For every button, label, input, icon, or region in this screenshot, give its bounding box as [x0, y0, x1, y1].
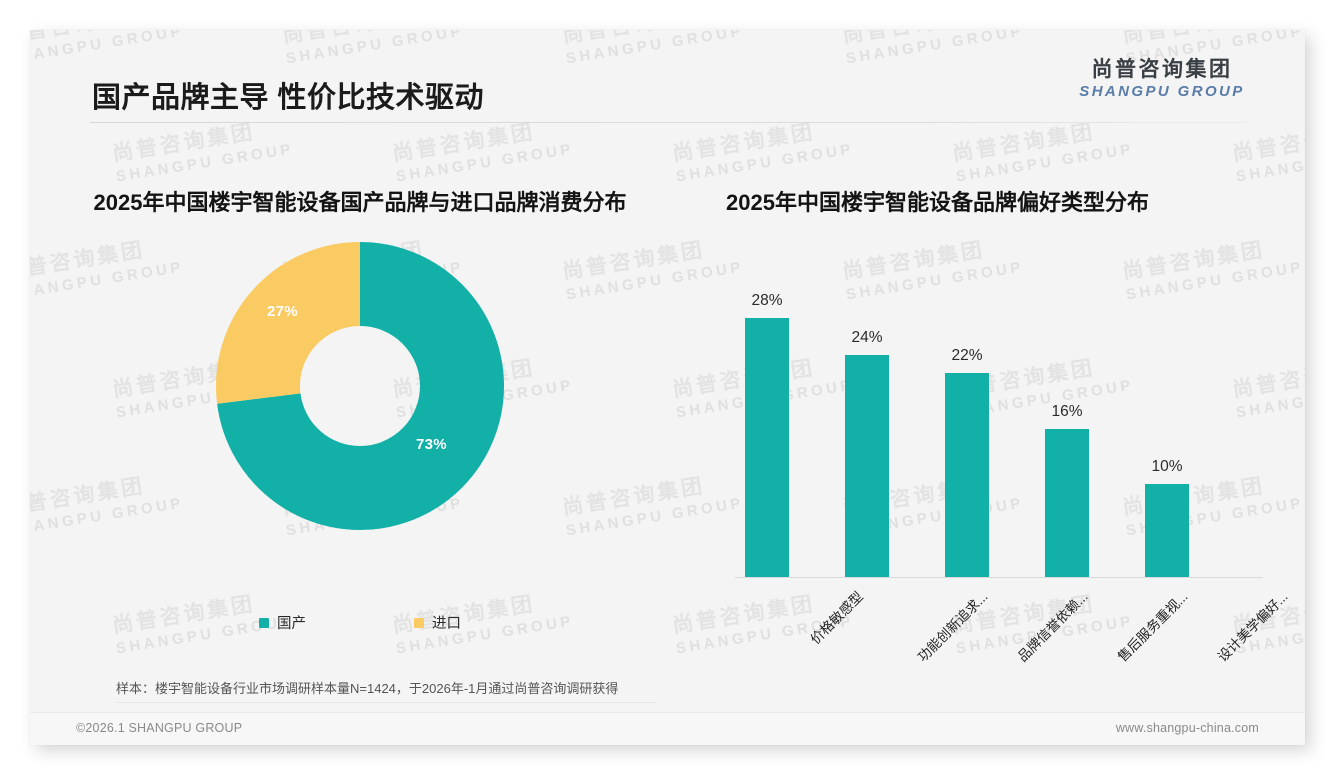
- donut-legend: 国产 进口: [40, 612, 680, 633]
- footer-website[interactable]: www.shangpu-china.com: [1115, 721, 1259, 735]
- legend-swatch-imported: [414, 617, 424, 628]
- donut-chart: 73% 27%: [215, 241, 505, 531]
- bar-column: 28%: [745, 237, 789, 577]
- bar-chart-plot: 28% 价格敏感型 24% 功能创新追求... 22% 品牌信誉依赖... 16% 售后服务重…: [721, 237, 1291, 665]
- bar-value-label: 22%: [951, 347, 983, 364]
- bar-x-axis-label: 售后服务重视...: [1114, 588, 1191, 665]
- bar-value-label: 28%: [751, 292, 783, 309]
- bar-rect[interactable]: [1045, 429, 1089, 577]
- bar-value-label: 24%: [851, 329, 883, 346]
- bar-rect[interactable]: [1145, 484, 1189, 577]
- header-divider: [90, 122, 1248, 123]
- footnote-divider: [116, 702, 656, 703]
- donut-svg: [216, 242, 504, 531]
- bar-x-axis-label: 设计美学偏好...: [1214, 588, 1291, 665]
- brand-logo: 尚普咨询集团 SHANGPU GROUP: [1057, 58, 1267, 102]
- bar-x-axis-label: 品牌信誉依赖...: [1014, 588, 1091, 665]
- bar-rect[interactable]: [845, 355, 889, 577]
- bar-x-axis-label: 功能创新追求...: [914, 588, 991, 665]
- donut-chart-panel: 2025年中国楼宇智能设备国产品牌与进口品牌消费分布 73% 27% 国产: [40, 160, 680, 660]
- legend-label-imported: 进口: [432, 616, 461, 632]
- sample-footnote: 样本：楼宇智能设备行业市场调研样本量N=1424，于2026年-1月通过尚普咨询…: [116, 681, 619, 696]
- charts-container: 2025年中国楼宇智能设备国产品牌与进口品牌消费分布 73% 27% 国产: [30, 160, 1305, 665]
- bar-rect[interactable]: [945, 373, 989, 577]
- bar-chart-panel: 2025年中国楼宇智能设备品牌偏好类型分布 28% 价格敏感型 24% 功能创新追求.…: [685, 160, 1295, 665]
- bar-column: 16%: [1045, 237, 1089, 577]
- bar-column: 24%: [845, 237, 889, 577]
- legend-item-imported[interactable]: 进口: [414, 612, 461, 633]
- bar-column: 22%: [945, 237, 989, 577]
- bar-value-label: 16%: [1051, 403, 1083, 420]
- donut-segment-imported[interactable]: [216, 242, 504, 531]
- brand-logo-cn: 尚普咨询集团: [1091, 58, 1233, 81]
- footer-copyright: ©2026.1 SHANGPU GROUP: [76, 721, 243, 735]
- bar-rect[interactable]: [745, 318, 789, 577]
- donut-value-domestic: 73%: [416, 436, 447, 454]
- bar-chart-title: 2025年中国楼宇智能设备品牌偏好类型分布: [726, 190, 1149, 215]
- brand-logo-en: SHANGPU GROUP: [1079, 83, 1245, 101]
- slide-footer: ©2026.1 SHANGPU GROUP www.shangpu-china.…: [30, 712, 1305, 745]
- legend-label-domestic: 国产: [277, 616, 306, 632]
- page-title: 国产品牌主导 性价比技术驱动: [92, 82, 485, 114]
- legend-swatch-domestic: [259, 617, 269, 628]
- bar-x-axis-label: 价格敏感型: [807, 588, 866, 648]
- legend-item-domestic[interactable]: 国产: [259, 612, 306, 633]
- bar-chart-baseline: [735, 577, 1263, 578]
- bar-value-label: 10%: [1151, 458, 1183, 475]
- donut-value-imported: 27%: [267, 303, 298, 321]
- slide-header: 国产品牌主导 性价比技术驱动 尚普咨询集团 SHANGPU GROUP: [30, 30, 1305, 122]
- bar-column: 10%: [1145, 237, 1189, 577]
- donut-chart-title: 2025年中国楼宇智能设备国产品牌与进口品牌消费分布: [93, 190, 627, 215]
